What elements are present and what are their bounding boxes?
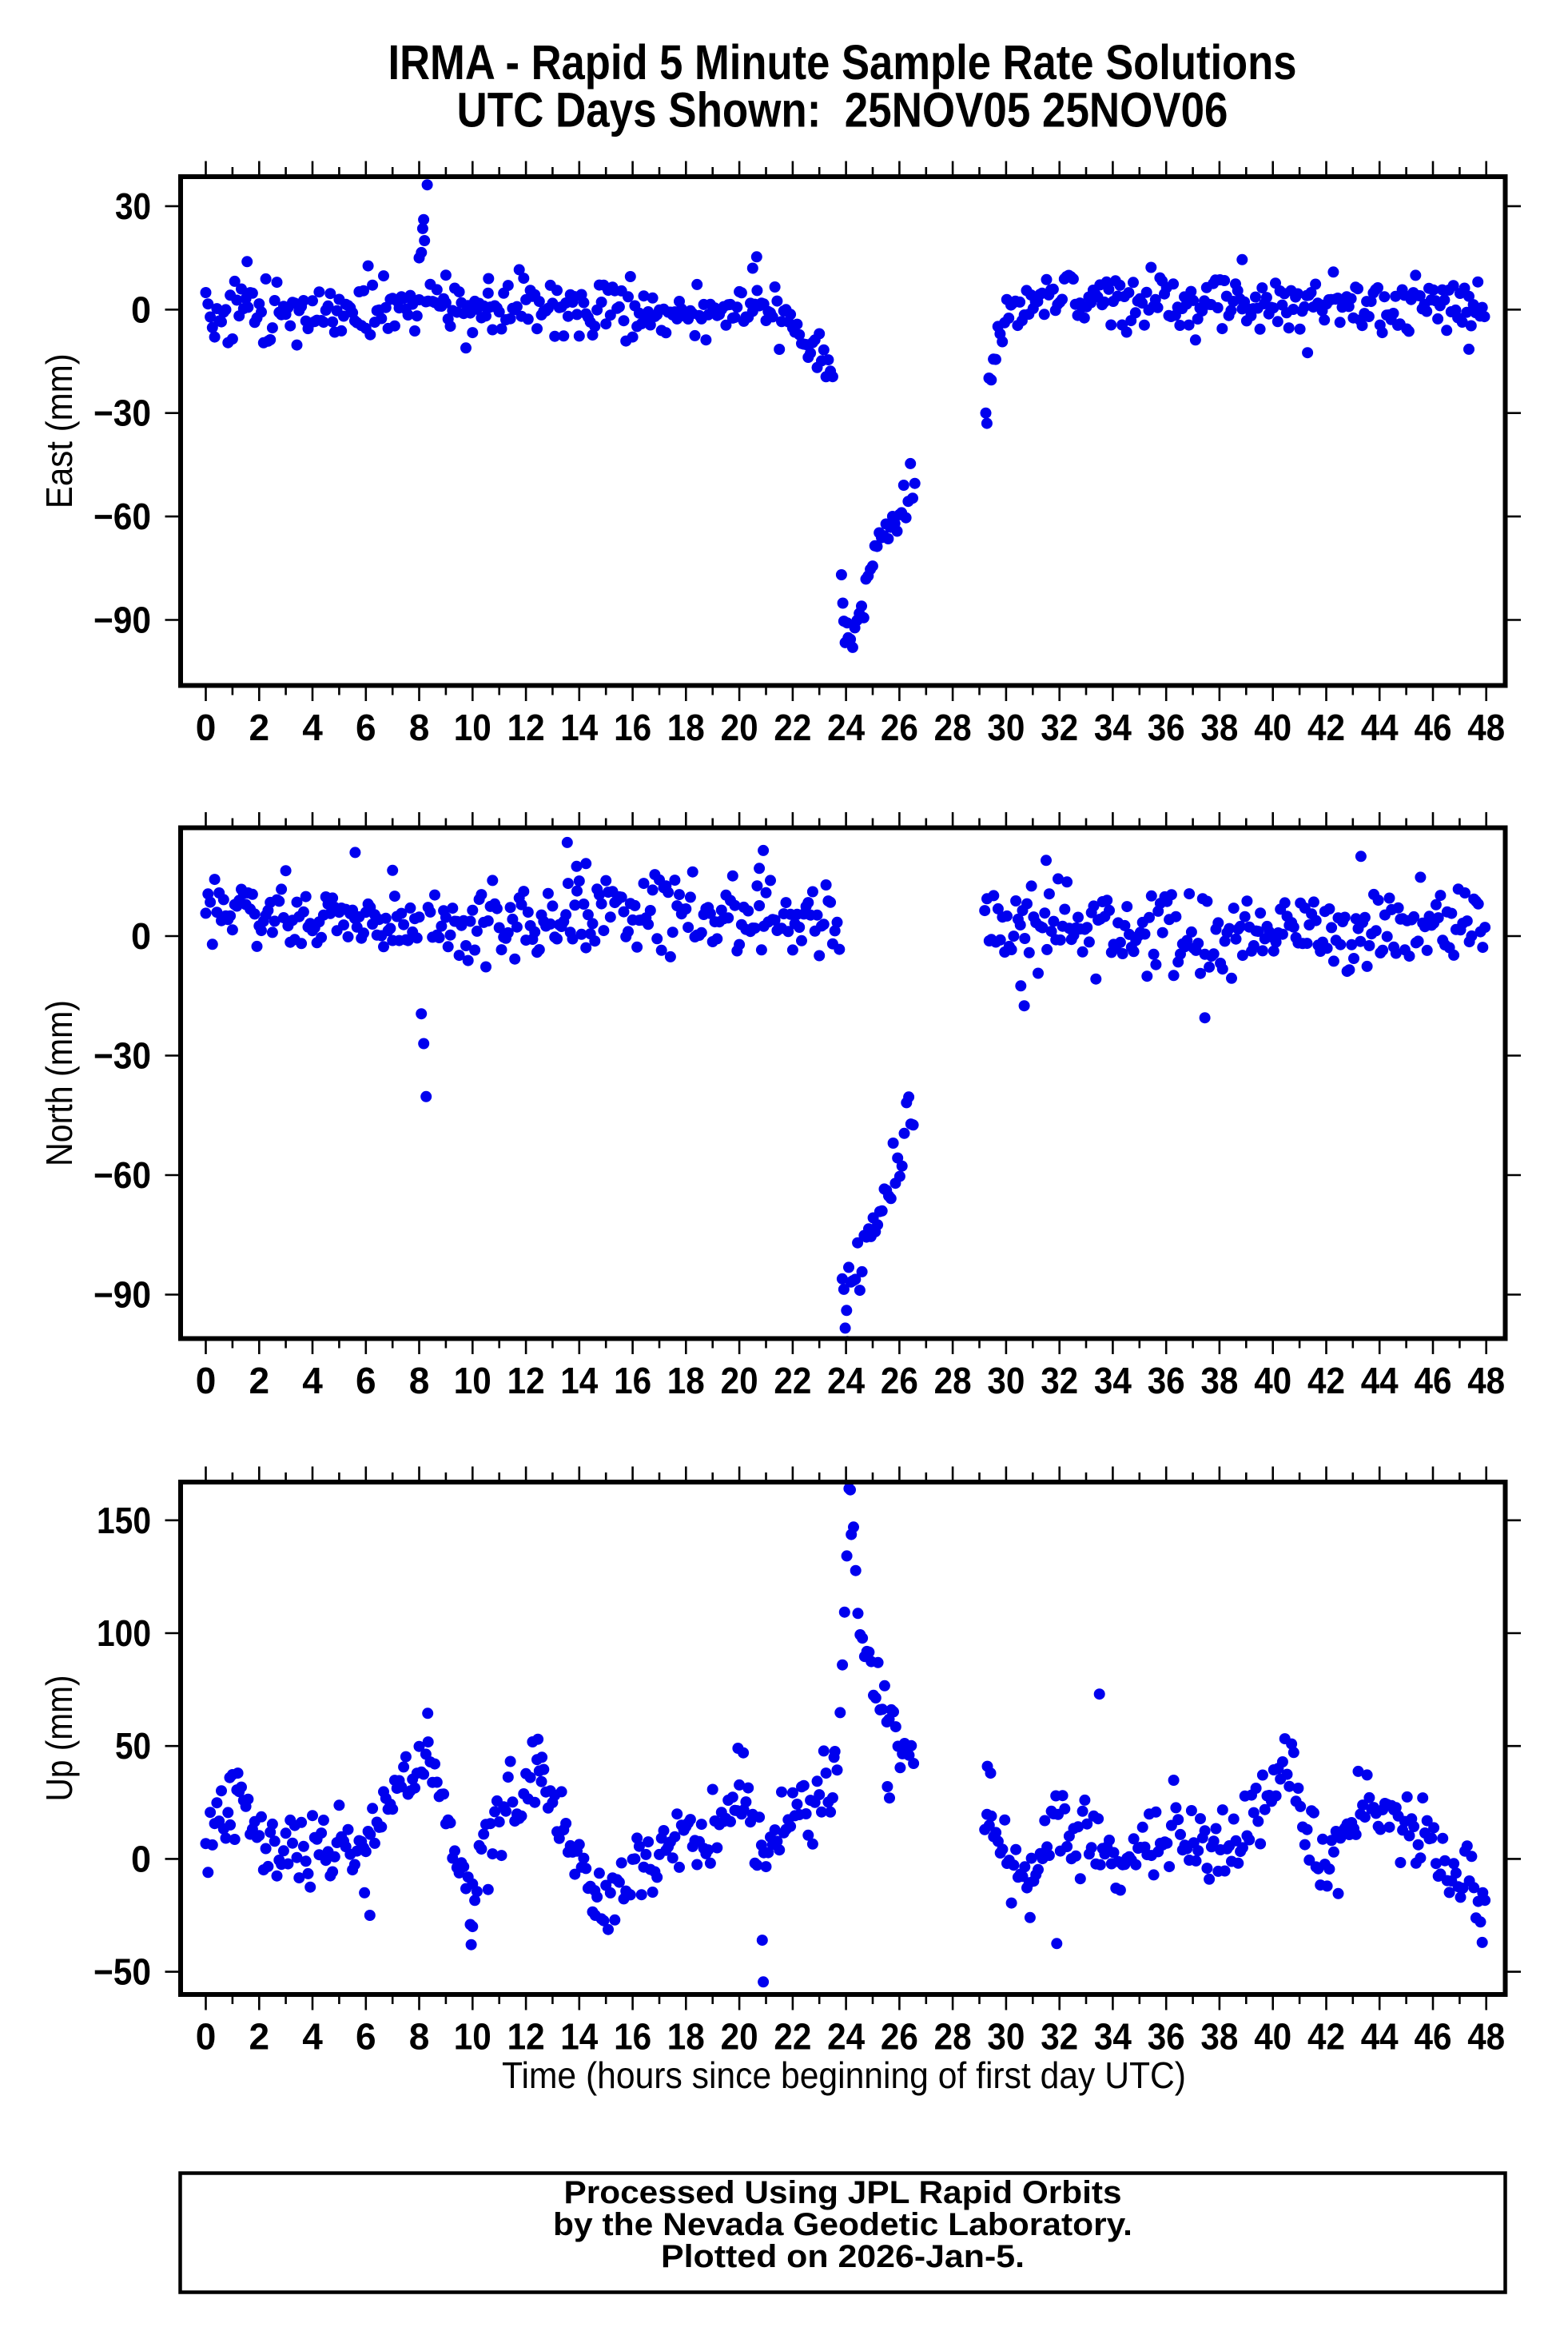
svg-text:10: 10: [454, 1360, 491, 1401]
svg-text:44: 44: [1361, 1360, 1399, 1401]
svg-text:Up (mm): Up (mm): [38, 1676, 80, 1802]
svg-text:12: 12: [507, 707, 545, 748]
svg-text:18: 18: [667, 707, 705, 748]
svg-text:150: 150: [97, 1500, 151, 1541]
svg-text:50: 50: [115, 1725, 151, 1767]
svg-text:42: 42: [1307, 707, 1345, 748]
svg-text:6: 6: [356, 2016, 376, 2058]
svg-text:32: 32: [1041, 2016, 1078, 2058]
svg-text:2: 2: [249, 707, 270, 748]
svg-text:4: 4: [302, 2016, 323, 2058]
svg-text:28: 28: [934, 707, 972, 748]
svg-text:30: 30: [987, 2016, 1025, 2058]
svg-text:−30: −30: [94, 1035, 151, 1077]
svg-text:8: 8: [409, 1360, 430, 1401]
svg-text:44: 44: [1361, 2016, 1399, 2058]
svg-text:Processed Using JPL Rapid Orbi: Processed Using JPL Rapid Orbits: [564, 2175, 1122, 2210]
svg-text:−30: −30: [94, 392, 151, 434]
svg-text:20: 20: [721, 2016, 758, 2058]
svg-text:14: 14: [560, 2016, 598, 2058]
svg-text:22: 22: [774, 2016, 811, 2058]
svg-text:46: 46: [1415, 2016, 1452, 2058]
svg-text:36: 36: [1148, 2016, 1185, 2058]
svg-text:4: 4: [302, 707, 323, 748]
svg-text:40: 40: [1254, 2016, 1291, 2058]
svg-text:34: 34: [1094, 1360, 1132, 1401]
svg-text:18: 18: [667, 2016, 705, 2058]
svg-text:18: 18: [667, 1360, 705, 1401]
svg-text:46: 46: [1415, 707, 1452, 748]
svg-text:20: 20: [721, 707, 758, 748]
svg-text:22: 22: [774, 707, 811, 748]
svg-text:North (mm): North (mm): [38, 1000, 80, 1166]
svg-text:48: 48: [1467, 707, 1505, 748]
svg-text:38: 38: [1200, 707, 1238, 748]
svg-text:34: 34: [1094, 707, 1132, 748]
svg-text:2: 2: [249, 1360, 270, 1401]
svg-text:12: 12: [507, 1360, 545, 1401]
svg-text:32: 32: [1041, 707, 1078, 748]
svg-text:24: 24: [827, 707, 865, 748]
svg-text:0: 0: [196, 707, 217, 748]
svg-text:26: 26: [881, 707, 918, 748]
svg-text:48: 48: [1467, 2016, 1505, 2058]
svg-text:14: 14: [560, 1360, 598, 1401]
svg-text:24: 24: [827, 2016, 865, 2058]
svg-text:0: 0: [131, 289, 151, 330]
svg-text:−50: −50: [94, 1951, 151, 1993]
svg-text:10: 10: [454, 2016, 491, 2058]
svg-text:100: 100: [97, 1612, 151, 1654]
svg-text:44: 44: [1361, 707, 1399, 748]
svg-text:10: 10: [454, 707, 491, 748]
svg-text:26: 26: [881, 1360, 918, 1401]
svg-text:28: 28: [934, 2016, 972, 2058]
svg-text:36: 36: [1148, 707, 1185, 748]
svg-text:16: 16: [614, 1360, 651, 1401]
svg-text:22: 22: [774, 1360, 811, 1401]
svg-text:0: 0: [131, 915, 151, 957]
svg-text:0: 0: [196, 2016, 217, 2058]
svg-text:32: 32: [1041, 1360, 1078, 1401]
svg-text:Plotted on 2026-Jan-5.: Plotted on 2026-Jan-5.: [661, 2239, 1025, 2274]
svg-text:28: 28: [934, 1360, 972, 1401]
svg-text:30: 30: [987, 1360, 1025, 1401]
svg-text:16: 16: [614, 2016, 651, 2058]
svg-text:Time (hours since beginning of: Time (hours since beginning of first day…: [502, 2054, 1186, 2096]
svg-text:40: 40: [1254, 707, 1291, 748]
svg-text:46: 46: [1415, 1360, 1452, 1401]
svg-text:48: 48: [1467, 1360, 1505, 1401]
svg-text:IRMA - Rapid 5 Minute Sample R: IRMA - Rapid 5 Minute Sample Rate Soluti…: [388, 35, 1297, 90]
svg-text:−90: −90: [94, 1274, 151, 1316]
svg-text:12: 12: [507, 2016, 545, 2058]
svg-text:by the Nevada Geodetic Laborat: by the Nevada Geodetic Laboratory.: [553, 2207, 1132, 2242]
svg-text:30: 30: [987, 707, 1025, 748]
svg-text:16: 16: [614, 707, 651, 748]
svg-text:8: 8: [409, 2016, 430, 2058]
svg-text:6: 6: [356, 707, 376, 748]
svg-text:30: 30: [115, 185, 151, 227]
svg-text:4: 4: [302, 1360, 323, 1401]
svg-text:−60: −60: [94, 1154, 151, 1196]
svg-text:0: 0: [131, 1838, 151, 1879]
svg-text:24: 24: [827, 1360, 865, 1401]
svg-text:26: 26: [881, 2016, 918, 2058]
svg-text:−90: −90: [94, 600, 151, 641]
svg-text:34: 34: [1094, 2016, 1132, 2058]
svg-text:14: 14: [560, 707, 598, 748]
svg-text:42: 42: [1307, 1360, 1345, 1401]
svg-text:0: 0: [196, 1360, 217, 1401]
svg-text:UTC Days Shown: 25NOV05 25NOV: UTC Days Shown: 25NOV05 25NOV06: [457, 83, 1228, 137]
svg-text:36: 36: [1148, 1360, 1185, 1401]
svg-text:38: 38: [1200, 2016, 1238, 2058]
svg-text:−60: −60: [94, 496, 151, 537]
svg-text:20: 20: [721, 1360, 758, 1401]
svg-text:8: 8: [409, 707, 430, 748]
svg-text:East (mm): East (mm): [38, 353, 80, 508]
svg-text:6: 6: [356, 1360, 376, 1401]
svg-text:2: 2: [249, 2016, 270, 2058]
svg-text:38: 38: [1200, 1360, 1238, 1401]
svg-text:42: 42: [1307, 2016, 1345, 2058]
svg-text:40: 40: [1254, 1360, 1291, 1401]
